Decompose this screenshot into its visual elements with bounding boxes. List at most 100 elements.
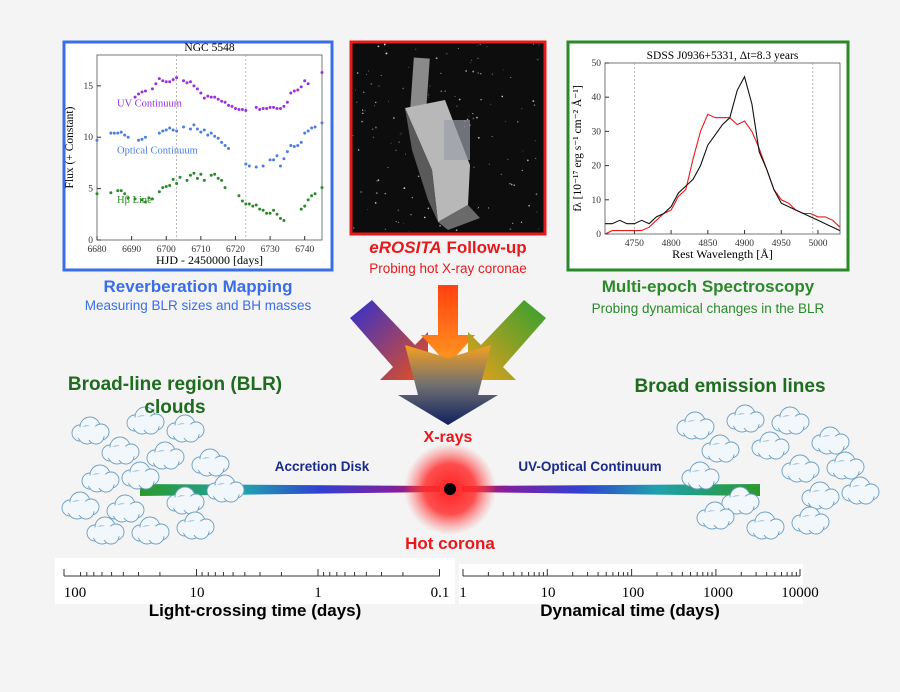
axis-tick-label: 0.1 [431, 585, 450, 601]
star [377, 179, 380, 181]
data-point [268, 211, 272, 215]
cloud-body [209, 484, 241, 498]
data-point [296, 143, 300, 147]
y-tick-label: 20 [592, 162, 602, 172]
cloud [826, 451, 865, 480]
data-point [188, 80, 192, 84]
star [477, 57, 479, 60]
data-point [285, 150, 289, 154]
star [408, 231, 410, 233]
data-point [116, 189, 120, 193]
data-point [188, 127, 192, 131]
cloud [701, 434, 740, 463]
x-tick-label: 6690 [122, 245, 141, 255]
data-point [303, 79, 307, 83]
data-point [237, 194, 241, 198]
cloud [721, 486, 760, 515]
data-point [178, 175, 182, 179]
star [405, 153, 406, 155]
data-point [227, 103, 231, 107]
data-point [233, 106, 237, 110]
data-point [143, 200, 147, 204]
star [491, 73, 493, 75]
x-tick-label: 5000 [808, 239, 827, 249]
data-point [137, 92, 141, 96]
uv-optical-label: UV-Optical Continuum [518, 459, 661, 474]
data-point [268, 105, 272, 109]
data-point [258, 207, 262, 211]
star [479, 44, 481, 46]
star [488, 163, 490, 165]
data-point [202, 96, 206, 100]
data-point [140, 198, 144, 202]
data-point [220, 178, 224, 182]
star [410, 213, 412, 216]
spectroscopy-panel-frame [566, 40, 850, 272]
star [417, 175, 420, 178]
data-point [278, 164, 282, 168]
star [378, 85, 380, 87]
data-point [147, 196, 151, 200]
reverberation-subtitle: Measuring BLR sizes and BH masses [85, 298, 312, 313]
star [534, 140, 536, 142]
data-point [202, 178, 206, 182]
x-tick-label: 6730 [261, 245, 280, 255]
star [521, 169, 523, 171]
cloud [81, 464, 120, 493]
cloud [86, 516, 125, 545]
cloud [751, 431, 790, 460]
blr-clouds [61, 404, 880, 545]
star [466, 118, 469, 121]
data-point [275, 106, 279, 110]
axis-tick-label: 10 [541, 585, 556, 601]
cloud-body [829, 461, 861, 475]
data-point [150, 87, 154, 91]
star [522, 150, 524, 152]
star [532, 43, 535, 45]
data-point [213, 95, 217, 99]
data-point [261, 106, 265, 110]
series-label: Optical Continuum [117, 146, 198, 157]
arrow-to-xrays [398, 345, 498, 425]
data-point [265, 211, 269, 215]
data-point [310, 194, 314, 198]
star [486, 46, 488, 48]
data-point [123, 192, 127, 196]
data-point [275, 212, 279, 216]
star [457, 47, 459, 50]
erosita-subtitle: Probing hot X-ray coronae [369, 261, 527, 276]
x-tick-label: 6700 [157, 245, 176, 255]
star [362, 109, 364, 111]
star [476, 116, 478, 119]
light-crossing-axis-bg [55, 558, 455, 604]
data-point [296, 88, 300, 92]
cloud-body [784, 464, 816, 478]
star [428, 96, 429, 98]
data-point [292, 144, 296, 148]
cloud-body [179, 521, 211, 535]
data-point [306, 129, 310, 133]
star [454, 95, 456, 98]
data-point [261, 164, 265, 168]
star [521, 108, 523, 110]
data-point [320, 186, 324, 190]
data-point [216, 176, 220, 180]
hot-corona-label: Hot corona [405, 534, 495, 553]
cloud [191, 448, 230, 477]
star [385, 52, 388, 55]
light-crossing-axis [63, 569, 440, 577]
star [446, 53, 448, 55]
cloud [791, 506, 830, 535]
data-point [320, 70, 324, 74]
cloud-body [74, 426, 106, 440]
data-point [199, 172, 203, 176]
data-point [182, 125, 186, 129]
data-point [240, 107, 244, 111]
cloud-body [749, 521, 781, 535]
star [400, 132, 402, 134]
star [520, 221, 523, 223]
data-point [137, 138, 141, 142]
star [480, 98, 482, 101]
y-tick-label: 0 [596, 230, 601, 240]
cloud-body [134, 526, 166, 540]
